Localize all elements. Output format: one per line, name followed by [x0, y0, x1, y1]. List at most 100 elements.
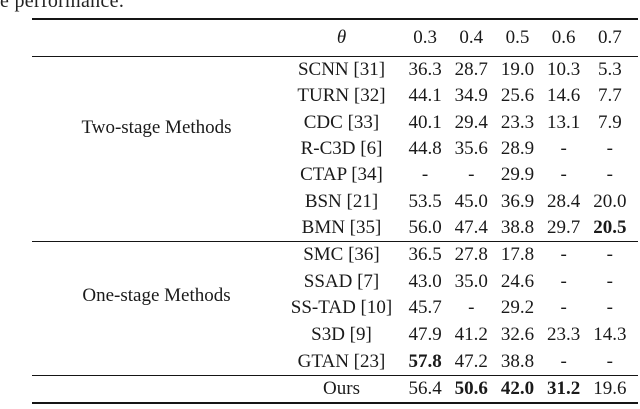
metric-value: 23.3 — [500, 111, 535, 133]
metric-value: - — [606, 350, 613, 372]
method-name: CDC [33] — [303, 111, 380, 133]
group-label: One-stage Methods — [82, 284, 231, 306]
metric-value: 50.6 — [454, 378, 488, 399]
threshold-header: 0.6 — [551, 27, 576, 48]
metric-value: - — [606, 270, 613, 292]
method-name: TURN [32] — [297, 85, 386, 107]
metric-value: 32.6 — [500, 324, 535, 346]
metric-value: 38.8 — [500, 216, 535, 238]
metric-value: 29.2 — [500, 297, 535, 319]
footer-method-name: Ours — [323, 378, 360, 399]
metric-value: 44.1 — [408, 85, 442, 107]
ours-row: Ours 56.4 50.6 42.0 31.2 19.6 — [32, 376, 638, 402]
metric-value: - — [421, 164, 429, 186]
table-row: GTAN [23] 57.8 47.2 38.8 - - — [281, 348, 638, 375]
table-row: BMN [35] 56.0 47.4 38.8 29.7 20.5 — [281, 215, 638, 241]
metric-value: 27.8 — [454, 244, 488, 266]
metric-value: 20.0 — [593, 190, 627, 212]
metric-value: 28.4 — [547, 190, 581, 212]
metric-value: 36.3 — [408, 59, 442, 81]
metric-value: 7.7 — [597, 85, 622, 107]
metric-value: 36.5 — [408, 244, 442, 266]
metric-value: - — [606, 164, 613, 186]
method-name: R-C3D [6] — [300, 137, 383, 159]
metric-value: 47.9 — [408, 324, 442, 346]
threshold-header: 0.7 — [597, 27, 622, 48]
metric-value: 29.9 — [500, 164, 535, 186]
caption-fragment: e performance. — [0, 0, 125, 12]
metric-value: 25.6 — [500, 85, 535, 107]
group-label: Two-stage Methods — [81, 117, 232, 138]
metric-value: 19.6 — [593, 378, 627, 399]
table-row: CDC [33] 40.1 29.4 23.3 13.1 7.9 — [281, 110, 638, 136]
metric-value: 13.1 — [547, 111, 581, 133]
metric-value: 10.3 — [547, 59, 581, 81]
metric-value: 44.8 — [408, 137, 442, 159]
metric-value: 53.5 — [408, 190, 442, 212]
metric-value: 28.7 — [454, 59, 488, 81]
table-row: SMC [36] 36.5 27.8 17.8 - - — [281, 242, 638, 269]
method-groups: Two-stage Methods SCNN [31] 36.3 28.7 19.0 10… — [32, 57, 638, 376]
metric-value: 23.3 — [547, 324, 581, 346]
table-row: SSAD [7] 43.0 35.0 24.6 - - — [281, 269, 638, 296]
method-name: GTAN [23] — [297, 350, 386, 372]
group-rows: SCNN [31] 36.3 28.7 19.0 10.3 5.3 TURN [32] 44.… — [281, 57, 638, 241]
metric-value: 28.9 — [500, 137, 535, 159]
metric-value: - — [560, 270, 567, 292]
metric-value: 24.6 — [500, 270, 535, 292]
table-row: R-C3D [6] 44.8 35.6 28.9 - - — [281, 136, 638, 162]
method-name: S3D [9] — [311, 324, 372, 346]
metric-value: 35.0 — [454, 270, 488, 292]
metric-value: 47.2 — [454, 350, 488, 372]
metric-value: 7.9 — [597, 111, 622, 133]
metric-value: 19.0 — [500, 59, 535, 81]
metric-value: 29.4 — [454, 111, 488, 133]
metric-value: 20.5 — [593, 216, 627, 238]
metric-value: 17.8 — [500, 244, 535, 266]
results-table: θ 0.3 0.4 0.5 0.6 0.7 Two-stage Methods S… — [32, 18, 638, 404]
method-name: BSN [21] — [304, 190, 379, 212]
metric-value: - — [468, 297, 475, 319]
metric-value: 35.6 — [454, 137, 488, 159]
threshold-header: 0.3 — [413, 27, 437, 48]
metric-value: 57.8 — [408, 350, 442, 372]
metric-value: 34.9 — [454, 85, 488, 107]
metric-value: 31.2 — [547, 378, 581, 399]
metric-value: 14.6 — [547, 85, 581, 107]
table-header-row: θ 0.3 0.4 0.5 0.6 0.7 — [32, 20, 638, 57]
metric-value: - — [560, 244, 567, 266]
metric-value: 5.3 — [597, 59, 622, 81]
metric-value: 42.0 — [500, 378, 535, 399]
metric-value: - — [560, 137, 567, 159]
metric-value: 56.4 — [408, 378, 442, 399]
metric-value: 36.9 — [500, 190, 535, 212]
metric-value: - — [560, 350, 567, 372]
method-name: SS-TAD [10] — [290, 297, 393, 319]
theta-header: θ — [336, 27, 347, 48]
metric-value: 45.7 — [408, 297, 442, 319]
metric-value: - — [606, 297, 613, 319]
method-name: SMC [36] — [303, 244, 380, 266]
metric-value: 45.0 — [454, 190, 488, 212]
table-row: SCNN [31] 36.3 28.7 19.0 10.3 5.3 — [281, 57, 638, 83]
metric-value: - — [560, 164, 567, 186]
metric-value: 40.1 — [408, 111, 442, 133]
metric-value: 14.3 — [593, 324, 627, 346]
method-name: CTAP [34] — [300, 164, 383, 186]
method-name: BMN [35] — [301, 216, 382, 238]
metric-value: - — [468, 164, 475, 186]
table-row: SS-TAD [10] 45.7 - 29.2 - - — [281, 295, 638, 322]
table-row: CTAP [34] - - 29.9 - - — [281, 162, 638, 188]
metric-value: - — [606, 137, 613, 159]
table-row: BSN [21] 53.5 45.0 36.9 28.4 20.0 — [281, 188, 638, 214]
metric-value: 29.7 — [547, 216, 581, 238]
group-rows: SMC [36] 36.5 27.8 17.8 - - SSAD [7] 43.0 35.0 24… — [281, 242, 638, 375]
metric-value: - — [606, 244, 613, 266]
table-row: TURN [32] 44.1 34.9 25.6 14.6 7.7 — [281, 83, 638, 109]
metric-value: 43.0 — [408, 270, 442, 292]
method-name: SCNN [31] — [297, 59, 386, 81]
method-name: SSAD [7] — [303, 270, 380, 292]
method-group: One-stage Methods SMC [36] 36.5 27.8 17.8- - S… — [32, 242, 638, 376]
method-group: Two-stage Methods SCNN [31] 36.3 28.7 19.0 10… — [32, 57, 638, 242]
